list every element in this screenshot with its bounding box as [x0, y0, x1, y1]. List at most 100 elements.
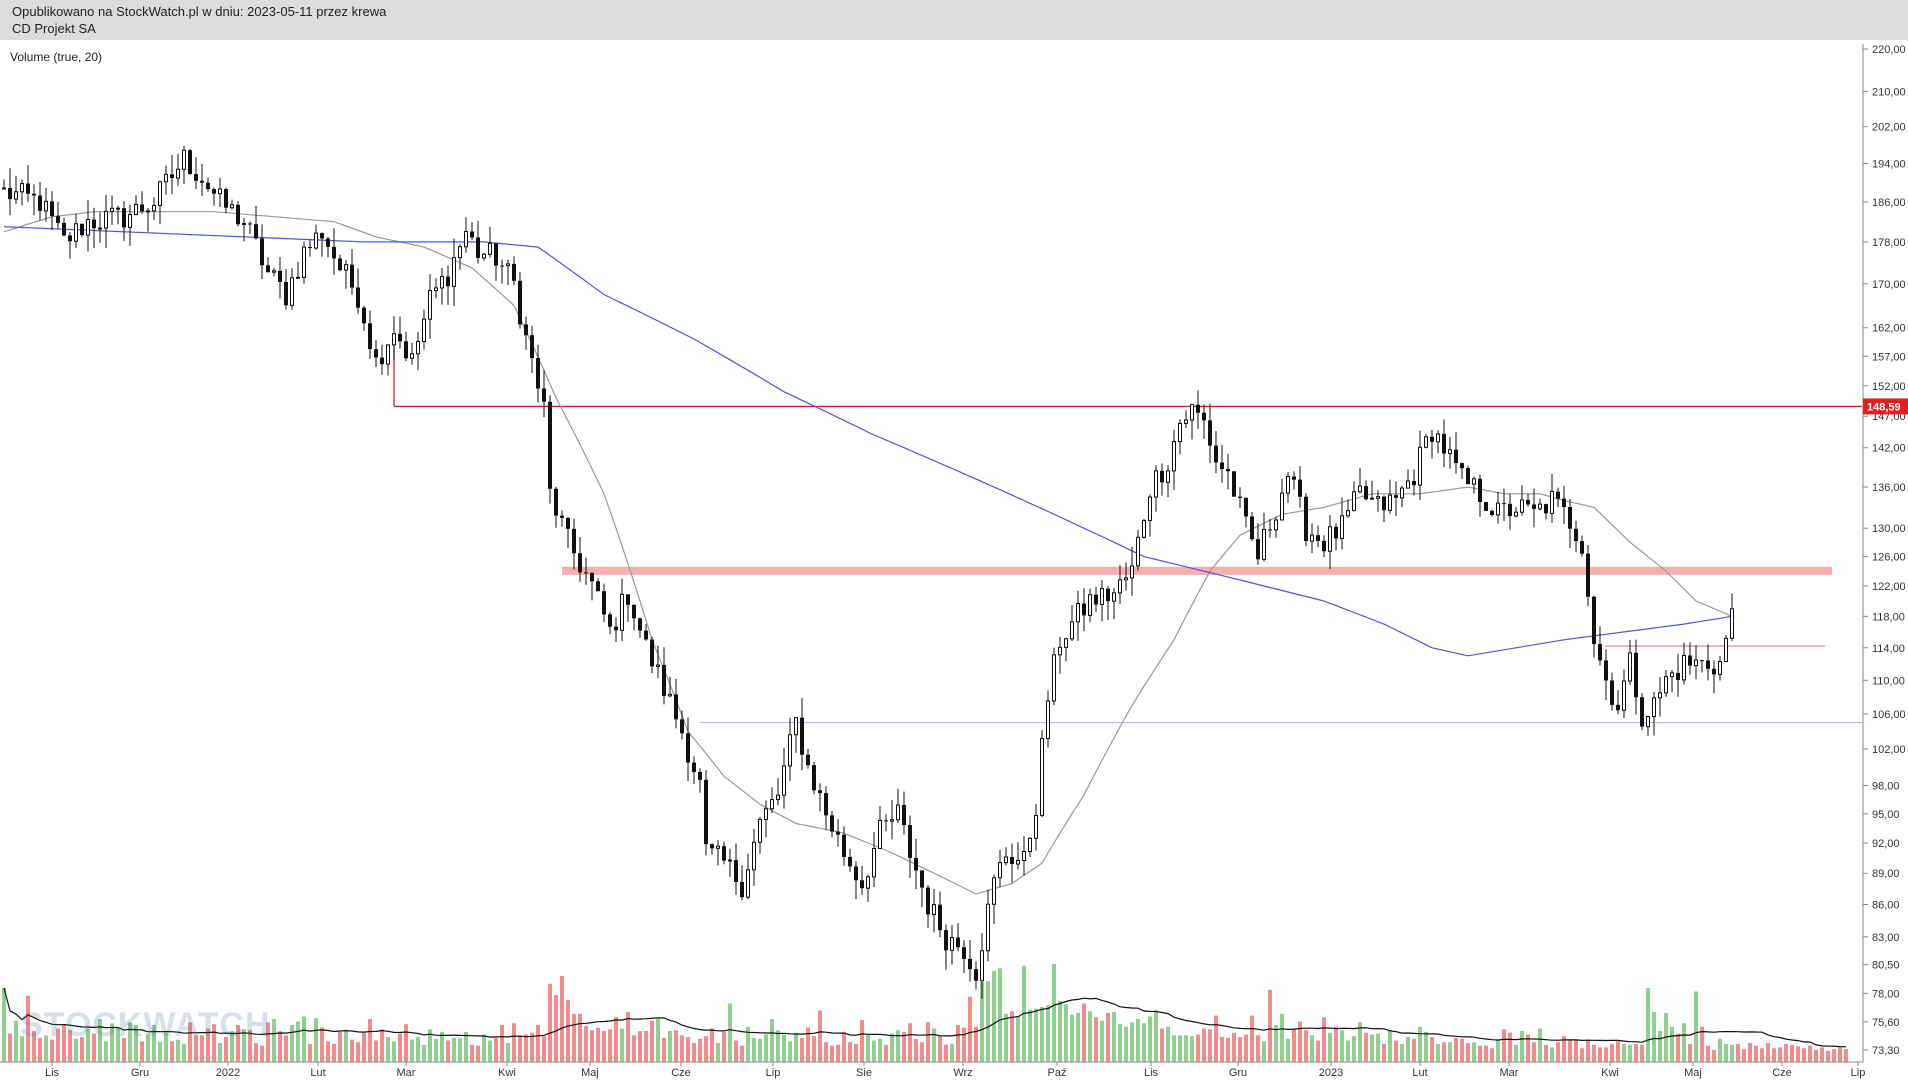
- candle-body-down: [1334, 526, 1338, 539]
- candle-body-up: [980, 950, 984, 982]
- volume-bar: [1442, 1042, 1446, 1062]
- volume-bar: [458, 1037, 462, 1062]
- candle-body-up: [1424, 436, 1428, 448]
- candle-body-down: [1238, 496, 1242, 498]
- candle-body-down: [884, 820, 888, 822]
- candle-body-down: [1322, 540, 1326, 552]
- moving-average-long: [3, 226, 1733, 657]
- candle-body-up: [1016, 859, 1020, 865]
- volume-bar: [362, 1032, 366, 1062]
- volume-bar: [488, 1040, 492, 1062]
- candle-body-up: [1376, 496, 1380, 499]
- volume-bar: [260, 1045, 264, 1062]
- candle-body-up: [1418, 446, 1422, 486]
- candle-body-up: [896, 804, 900, 821]
- y-tick-label: 194,00: [1872, 159, 1906, 171]
- volume-bar: [254, 1043, 258, 1062]
- volume-bar: [1844, 1049, 1848, 1062]
- candle-body-up: [1448, 449, 1452, 455]
- candle-body-down: [1160, 470, 1164, 483]
- candle-body-up: [1358, 485, 1362, 493]
- candle-body-up: [2, 187, 6, 190]
- volume-bar: [266, 1022, 270, 1062]
- volume-bar: [446, 1040, 450, 1062]
- y-tick-label: 142,00: [1872, 443, 1906, 455]
- candle-body-up: [728, 859, 732, 862]
- candle-body-down: [122, 208, 126, 228]
- volume-bar: [896, 1030, 900, 1062]
- candle-body-down: [1010, 856, 1014, 865]
- volume-bar: [386, 1037, 390, 1062]
- volume-bar: [1382, 1043, 1386, 1062]
- volume-bar: [176, 1039, 180, 1062]
- candle-body-up: [1172, 441, 1176, 472]
- volume-bar: [206, 1028, 210, 1062]
- volume-bar: [80, 1037, 84, 1062]
- volume-bar: [1670, 1026, 1674, 1062]
- volume-bar: [560, 976, 564, 1062]
- candle-body-down: [206, 182, 210, 190]
- candle-body-up: [1664, 676, 1668, 694]
- volume-bar: [584, 1025, 588, 1062]
- volume-bar: [1070, 1014, 1074, 1062]
- candle-body-up: [1262, 528, 1266, 560]
- candle-body-up: [464, 230, 468, 248]
- volume-bar: [1460, 1038, 1464, 1062]
- candle-body-up: [1100, 588, 1104, 605]
- candle-body-up: [1136, 536, 1140, 567]
- candle-body-up: [866, 876, 870, 889]
- candle-body-up: [1670, 672, 1674, 678]
- candle-body-down: [1610, 680, 1614, 705]
- price-tag-label: 148,59: [1867, 401, 1901, 413]
- moving-average-short: [3, 211, 1733, 895]
- candle-body-up: [290, 277, 294, 306]
- y-tick-label: 118,00: [1872, 611, 1905, 623]
- volume-bar: [1010, 1011, 1014, 1062]
- volume-bar: [1208, 1029, 1212, 1062]
- volume-bar: [392, 1041, 396, 1062]
- candle-body-down: [236, 204, 240, 225]
- candle-body-up: [164, 173, 168, 183]
- x-tick-label: Maj: [581, 1067, 599, 1079]
- volume-bar: [1820, 1047, 1824, 1062]
- candle-body-down: [26, 183, 30, 194]
- candle-body-up: [764, 808, 768, 820]
- volume-bar: [14, 1020, 18, 1062]
- candle-body-up: [1142, 520, 1146, 538]
- volume-bar: [956, 1025, 960, 1062]
- candle-body-down: [1244, 497, 1248, 517]
- candle-body-down: [1574, 528, 1578, 542]
- volume-bar: [998, 968, 1002, 1062]
- volume-bar: [1310, 1035, 1314, 1062]
- volume-bar: [536, 1025, 540, 1062]
- volume-bar: [182, 1043, 186, 1062]
- volume-bar: [1358, 1022, 1362, 1062]
- candle-body-down: [554, 488, 558, 516]
- candle-body-up: [1052, 654, 1056, 702]
- volume-bar: [56, 1028, 60, 1062]
- volume-bar: [1736, 1043, 1740, 1062]
- volume-bar: [302, 1016, 306, 1062]
- volume-bar: [110, 1023, 114, 1062]
- volume-bar: [356, 1042, 360, 1062]
- volume-bar: [566, 1000, 570, 1062]
- candle-body-down: [1250, 516, 1254, 540]
- candle-body-up: [296, 276, 300, 279]
- candle-body-up: [1286, 476, 1290, 494]
- volume-bar: [1532, 1042, 1536, 1062]
- candle-body-up: [1310, 534, 1314, 542]
- candle-body-down: [1382, 496, 1386, 511]
- candle-body-up: [1646, 716, 1650, 728]
- volume-bar: [1580, 1048, 1584, 1062]
- volume-bar: [926, 1022, 930, 1062]
- volume-bar: [1352, 1036, 1356, 1062]
- candle-body-down: [704, 779, 708, 845]
- volume-bar: [1592, 1044, 1596, 1062]
- volume-bar: [842, 1031, 846, 1062]
- candle-body-up: [1718, 661, 1722, 675]
- volume-bar: [1226, 1037, 1230, 1062]
- volume-bar: [710, 1028, 714, 1062]
- volume-bar: [1478, 1045, 1482, 1062]
- volume-bar: [452, 1037, 456, 1062]
